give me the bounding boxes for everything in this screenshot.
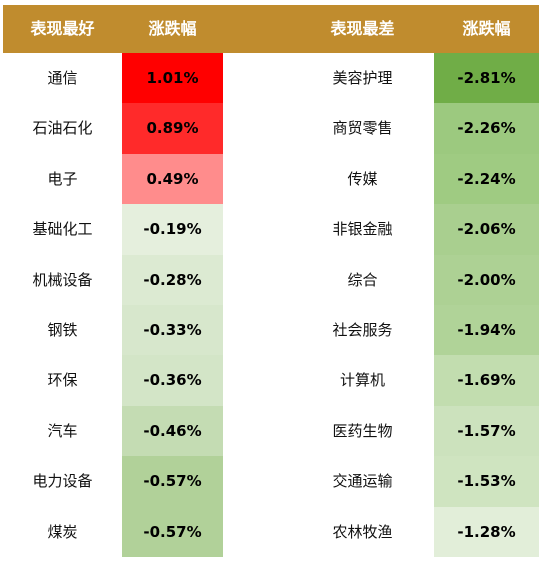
best-industry-name: 煤炭	[47, 522, 78, 541]
best-industry-change: -0.19%	[122, 204, 223, 255]
table-row: 基础化工 -0.19% 非银金融 -2.06%	[3, 204, 539, 255]
worst-industry-change: -2.24%	[434, 153, 539, 205]
worst-industry-name: 社会服务	[332, 320, 393, 339]
worst-industry-change: -2.06%	[434, 204, 539, 255]
industry-performance-table: 表现最好 涨跌幅 表现最差 涨跌幅 通信 1.01% 美容护理 -2.81% 石…	[3, 5, 539, 557]
worst-industry-change: -2.81%	[434, 53, 539, 104]
worst-industry-change: -1.69%	[434, 355, 539, 406]
best-industry-name: 石油石化	[32, 119, 93, 138]
worst-industry-name: 非银金融	[332, 220, 393, 239]
best-industry-change: -0.33%	[122, 304, 223, 356]
worst-industry-name: 商贸零售	[332, 119, 393, 138]
best-industry-name: 电子	[47, 169, 78, 188]
best-industry-change: -0.46%	[122, 405, 223, 457]
worst-industry-change: -1.28%	[434, 506, 539, 557]
table-row: 汽车 -0.46% 医药生物 -1.57%	[3, 405, 539, 457]
best-change-header: 涨跌幅	[148, 19, 197, 38]
worst-performers-header: 表现最差	[330, 19, 395, 38]
best-industry-change: 0.49%	[122, 153, 223, 205]
worst-industry-change: -1.57%	[434, 405, 539, 457]
table-row: 石油石化 0.89% 商贸零售 -2.26%	[3, 103, 539, 154]
table-header: 表现最好 涨跌幅 表现最差 涨跌幅	[3, 5, 539, 53]
worst-industry-change: -1.94%	[434, 304, 539, 356]
best-industry-change: -0.36%	[122, 355, 223, 406]
table-row: 煤炭 -0.57% 农林牧渔 -1.28%	[3, 506, 539, 557]
table-row: 电力设备 -0.57% 交通运输 -1.53%	[3, 456, 539, 507]
worst-industry-name: 交通运输	[332, 472, 393, 491]
worst-change-header: 涨跌幅	[462, 19, 511, 38]
worst-industry-name: 美容护理	[332, 69, 393, 87]
best-industry-change: -0.57%	[122, 456, 223, 507]
best-industry-name: 汽车	[47, 421, 78, 440]
best-industry-name: 机械设备	[32, 270, 93, 289]
best-industry-name: 通信	[47, 69, 78, 87]
table-row: 环保 -0.36% 计算机 -1.69%	[3, 355, 539, 406]
table-row: 通信 1.01% 美容护理 -2.81%	[3, 53, 539, 104]
best-industry-change: 0.89%	[122, 103, 223, 154]
worst-industry-name: 计算机	[339, 371, 385, 390]
best-industry-name: 基础化工	[32, 220, 93, 239]
worst-industry-change: -1.53%	[434, 456, 539, 507]
table-row: 机械设备 -0.28% 综合 -2.00%	[3, 254, 539, 305]
worst-industry-name: 医药生物	[332, 421, 393, 440]
best-industry-change: -0.28%	[122, 254, 223, 305]
worst-industry-name: 传媒	[347, 169, 378, 188]
worst-industry-name: 农林牧渔	[332, 522, 393, 541]
worst-industry-change: -2.00%	[434, 254, 539, 305]
worst-industry-change: -2.26%	[434, 103, 539, 154]
best-industry-name: 钢铁	[47, 320, 78, 339]
best-industry-change: -0.57%	[122, 506, 223, 557]
table-row: 钢铁 -0.33% 社会服务 -1.94%	[3, 304, 539, 356]
best-industry-name: 电力设备	[32, 472, 93, 491]
best-performers-header: 表现最好	[30, 19, 95, 38]
worst-industry-name: 综合	[347, 270, 378, 289]
table-row: 电子 0.49% 传媒 -2.24%	[3, 153, 539, 205]
best-industry-name: 环保	[47, 371, 78, 390]
best-industry-change: 1.01%	[122, 53, 223, 104]
